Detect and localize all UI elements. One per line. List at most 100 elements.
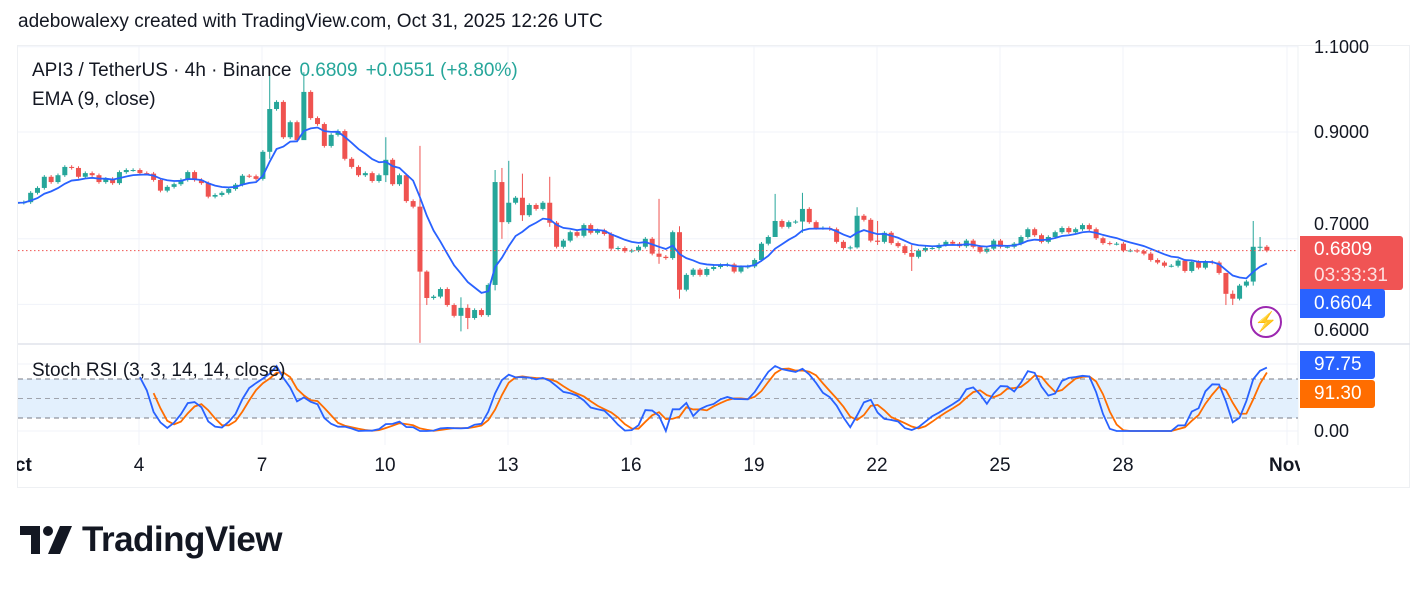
last-price-label: 0.6809 03:33:31 <box>1300 236 1403 290</box>
candle-body <box>192 172 198 180</box>
candle-body <box>834 229 840 242</box>
candle-body <box>1216 262 1222 273</box>
lightning-alert-icon[interactable]: ⚡ <box>1250 306 1282 338</box>
candle-body <box>772 220 778 237</box>
candle-body <box>123 170 129 173</box>
candle-body <box>779 220 785 227</box>
time-axis-label: 16 <box>620 455 642 476</box>
ema-legend[interactable]: EMA (9, close) <box>32 89 156 110</box>
candle-body <box>636 246 642 251</box>
candle-body <box>499 182 505 223</box>
candle-body <box>383 159 389 176</box>
candle-body <box>677 232 683 290</box>
ema-price-label: 0.6604 <box>1300 289 1385 318</box>
candle-body <box>1100 238 1106 244</box>
time-axis[interactable]: Oct 4 7 10 13 16 19 22 25 28 Nov <box>17 450 1300 480</box>
candle-body <box>1018 236 1024 244</box>
candle-body <box>205 183 211 197</box>
candle-body <box>1243 281 1249 286</box>
symbol-legend[interactable]: API3 / TetherUS · 4h · Binance 0.6809 +0.0… <box>32 60 518 82</box>
candle-body <box>55 175 61 183</box>
candle-body <box>506 202 512 223</box>
stoch-d-label: 91.30 <box>1300 380 1375 408</box>
candle-body <box>1073 229 1079 233</box>
candle-body <box>1107 243 1113 245</box>
candle-body <box>758 243 764 260</box>
candle-body <box>403 175 409 202</box>
time-axis-label: 25 <box>989 455 1011 476</box>
candle-body <box>431 296 437 298</box>
candle-body <box>615 248 621 250</box>
candle-body <box>909 253 915 257</box>
candle-body <box>998 240 1004 247</box>
time-axis-label: 10 <box>374 455 396 476</box>
candle-body <box>130 170 136 172</box>
candle-body <box>1168 265 1174 267</box>
time-axis-label: Nov <box>1269 455 1300 476</box>
candle-body <box>656 253 662 257</box>
candle-body <box>526 204 532 216</box>
candle-body <box>260 151 266 179</box>
candle-body <box>478 310 484 316</box>
symbol-title: API3 / TetherUS · 4h · Binance <box>32 60 292 81</box>
stoch-rsi-legend[interactable]: Stoch RSI (3, 3, 14, 14, close) <box>32 360 286 381</box>
candle-body <box>451 305 457 316</box>
candle-body <box>362 173 368 176</box>
candle-body <box>601 230 607 234</box>
candle-body <box>622 248 628 252</box>
candle-body <box>1052 232 1058 237</box>
candle-body <box>342 131 348 159</box>
candle-body <box>1189 261 1195 271</box>
last-price-value: 0.6809 <box>1314 239 1373 260</box>
candle-body <box>533 204 539 209</box>
candle-body <box>847 247 853 249</box>
candle-body <box>840 241 846 249</box>
candle-body <box>875 240 881 242</box>
candle-body <box>547 202 553 223</box>
candle-body <box>444 289 450 306</box>
candle-body <box>868 219 874 241</box>
candle-body <box>697 269 703 275</box>
candle-body <box>472 310 478 318</box>
stoch-rsi-pane <box>139 364 1268 434</box>
candle-body <box>376 175 382 181</box>
candle-body <box>588 225 594 233</box>
candle-body <box>663 256 669 259</box>
time-axis-label: 4 <box>133 455 145 476</box>
candle-body <box>1223 272 1229 294</box>
candle-body <box>82 173 88 177</box>
candle-body <box>239 175 245 185</box>
stoch-k-line <box>139 364 1268 434</box>
candle-body <box>902 246 908 254</box>
candle-body <box>301 91 307 141</box>
candle-body <box>1148 253 1154 260</box>
candle-body <box>69 166 75 168</box>
time-axis-label: 19 <box>743 455 765 476</box>
candle-body <box>437 289 443 297</box>
candle-body <box>1025 229 1031 237</box>
candle-body <box>410 201 416 207</box>
candle-body <box>895 243 901 247</box>
bar-countdown: 03:33:31 <box>1314 265 1388 286</box>
candle-body <box>1264 246 1270 251</box>
candle-body <box>110 178 116 184</box>
candle-body <box>1141 251 1147 254</box>
ema-line <box>18 126 1268 294</box>
candle-body <box>540 202 546 209</box>
candle-body <box>1086 225 1092 230</box>
candle-body <box>929 248 935 250</box>
candle-body <box>212 195 218 197</box>
candle-body <box>977 246 983 252</box>
candle-body <box>854 215 860 248</box>
candle-body <box>1114 243 1120 245</box>
candle-body <box>253 176 259 179</box>
candle-body <box>485 284 491 316</box>
price-change: +0.0551 (+8.80%) <box>365 60 518 81</box>
candle-body <box>1079 225 1085 230</box>
candles <box>18 72 1270 343</box>
candle-body <box>294 122 300 141</box>
time-axis-label: Oct <box>17 455 32 476</box>
candle-body <box>321 124 327 146</box>
candle-body <box>738 267 744 272</box>
